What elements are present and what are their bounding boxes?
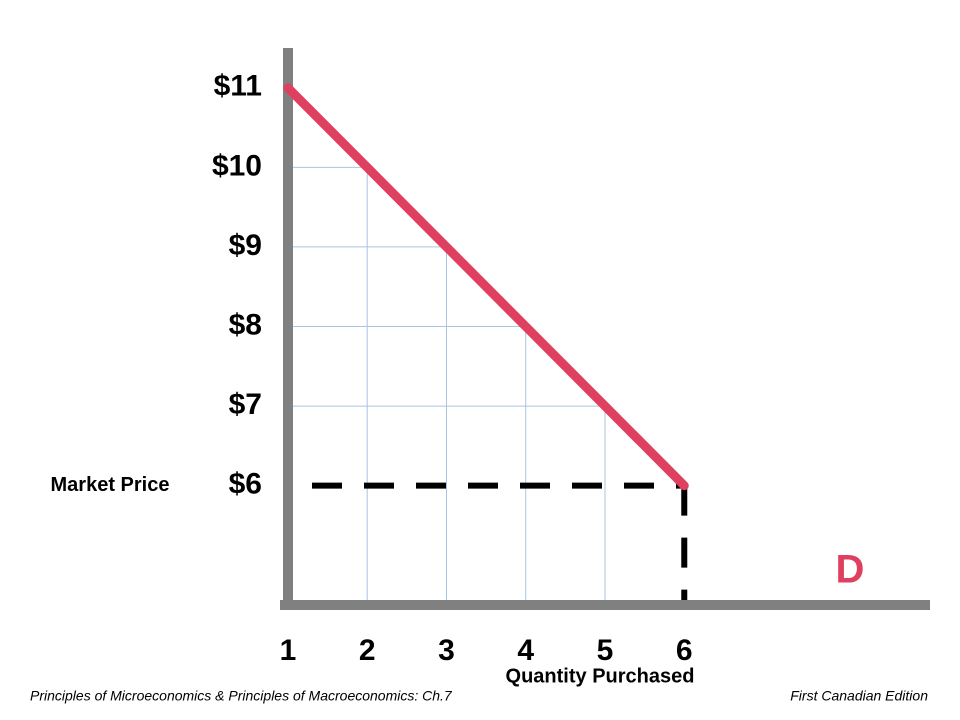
- series-label: D: [836, 548, 865, 592]
- x-tick-label: 6: [676, 634, 693, 667]
- y-tick-label: $10: [212, 149, 262, 182]
- x-tick-label: 3: [438, 634, 455, 667]
- x-tick-label: 1: [280, 634, 297, 667]
- x-tick-label: 4: [517, 634, 534, 667]
- x-tick-label: 2: [359, 634, 376, 667]
- y-tick-label: $7: [229, 388, 262, 421]
- footer-left: Principles of Microeconomics & Principle…: [30, 688, 453, 704]
- demand-line: [283, 83, 689, 491]
- x-tick-label: 5: [597, 634, 614, 667]
- y-axis-title: Market Price: [50, 474, 170, 496]
- x-axis-title: Quantity Purchased: [506, 665, 695, 687]
- y-tick-label: $11: [214, 70, 262, 103]
- y-axis-title-box: Market Price: [50, 474, 170, 496]
- y-tick-label: $9: [229, 229, 262, 262]
- y-tick-label: $8: [229, 308, 262, 341]
- y-tick-label: $6: [229, 468, 262, 501]
- footer-right: First Canadian Edition: [790, 688, 928, 704]
